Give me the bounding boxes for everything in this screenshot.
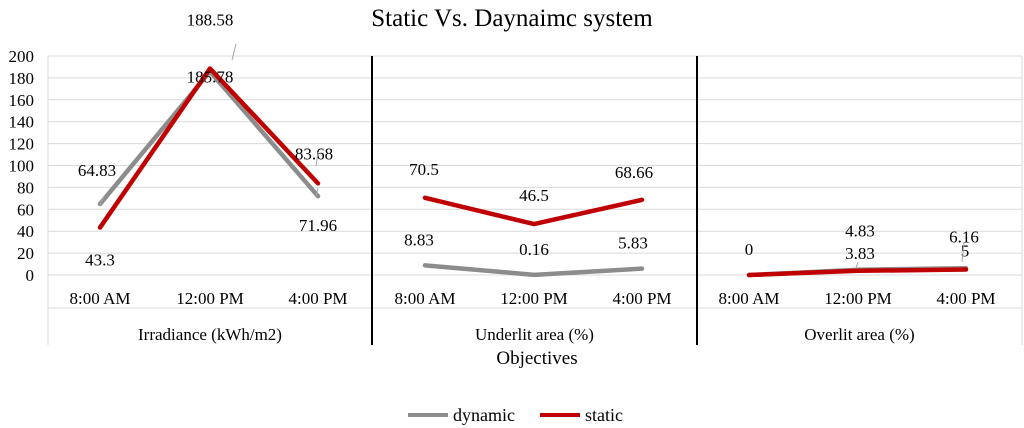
data-label: 3.83 <box>845 244 875 263</box>
data-label: 68.66 <box>615 163 653 182</box>
data-label: 43.3 <box>85 251 115 270</box>
series-line-static <box>746 267 969 278</box>
x-tick-label: 12:00 PM <box>176 289 244 308</box>
x-tick-label: 8:00 AM <box>719 289 780 308</box>
leader-line <box>961 242 965 263</box>
x-tick-label: 12:00 PM <box>824 289 892 308</box>
leader-line <box>855 261 859 269</box>
data-label: 4.83 <box>845 222 875 241</box>
data-label: 5.83 <box>618 234 648 253</box>
y-tick-label: 120 <box>9 135 35 154</box>
data-label: 64.83 <box>78 161 116 180</box>
y-tick-label: 140 <box>9 113 35 132</box>
legend: dynamic static <box>408 405 623 425</box>
leader-line <box>315 187 319 197</box>
data-label: 83.68 <box>295 144 333 163</box>
series-line-static <box>422 195 645 227</box>
y-tick-label: 180 <box>9 69 35 88</box>
series-line-static <box>97 66 321 230</box>
x-tick-label: 8:00 AM <box>70 289 131 308</box>
group-label: Overlit area (%) <box>804 325 914 344</box>
grid <box>47 55 1023 345</box>
data-label: 0 <box>745 240 754 259</box>
panel-1: 8:00 AM 12:00 PM 4:00 PM Underlit area (%) 8… <box>395 160 672 344</box>
y-tick-label: 100 <box>9 157 35 176</box>
panel-0: 8:00 AM 12:00 PM 4:00 PM Irradiance (kWh/m2… <box>70 11 348 344</box>
y-axis: 0 20 40 60 80 100 120 140 160 180 200 <box>9 47 35 285</box>
data-label: 188.58 <box>187 11 234 30</box>
leader-line <box>231 43 237 61</box>
y-tick-label: 40 <box>17 222 34 241</box>
x-axis-title: Objectives <box>496 348 577 369</box>
y-tick-label: 0 <box>26 266 35 285</box>
panel-2: 8:00 AM 12:00 PM 4:00 PM Overlit area (%) 0 4… <box>719 222 996 344</box>
x-tick-label: 4:00 PM <box>936 289 995 308</box>
x-tick-label: 8:00 AM <box>395 289 456 308</box>
series-line-dynamic <box>422 263 645 278</box>
y-tick-label: 200 <box>9 47 35 66</box>
legend-dynamic-label: dynamic <box>453 405 515 425</box>
leader-line <box>315 151 319 167</box>
y-tick-label: 60 <box>17 200 34 219</box>
y-tick-label: 20 <box>17 244 34 263</box>
x-tick-label: 4:00 PM <box>612 289 671 308</box>
y-tick-label: 160 <box>9 91 35 110</box>
group-label: Irradiance (kWh/m2) <box>138 325 282 344</box>
leader-line <box>99 195 105 206</box>
data-label: 0.16 <box>519 240 549 259</box>
y-tick-label: 80 <box>17 178 34 197</box>
data-label: 5 <box>961 242 970 261</box>
chart-title: Static Vs. Daynaimc system <box>371 5 653 32</box>
group-label: Underlit area (%) <box>475 325 594 344</box>
data-label: 6.16 <box>949 227 979 246</box>
x-tick-label: 4:00 PM <box>288 289 347 308</box>
panels: 8:00 AM 12:00 PM 4:00 PM Irradiance (kWh/m2… <box>70 11 996 344</box>
x-tick-label: 12:00 PM <box>500 289 568 308</box>
data-label: 8.83 <box>404 230 434 249</box>
data-label: 185.78 <box>187 68 234 87</box>
legend-static-label: static <box>585 405 623 425</box>
data-label: 46.5 <box>519 186 549 205</box>
data-label: 71.96 <box>299 216 337 235</box>
data-label: 70.5 <box>409 160 439 179</box>
